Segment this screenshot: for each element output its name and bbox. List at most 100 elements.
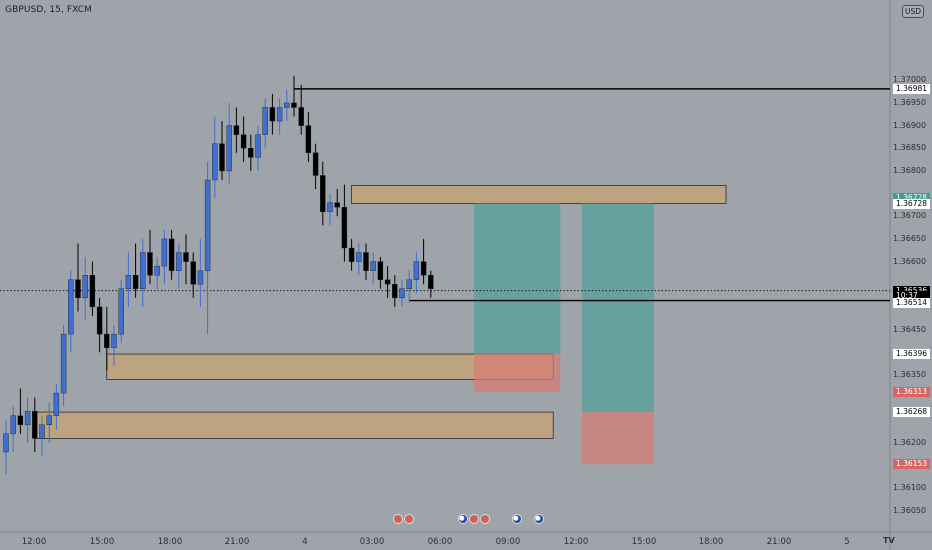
- candle-body: [305, 125, 312, 153]
- price-tag: 1.36981: [893, 83, 930, 94]
- candle-body: [176, 252, 182, 271]
- candle-body: [111, 333, 117, 348]
- candle-body: [341, 206, 348, 249]
- price-tag: 10:37: [893, 290, 930, 301]
- candle-body: [291, 102, 297, 108]
- candle-body: [248, 148, 254, 158]
- price-axis-label: 1.36650: [893, 233, 927, 243]
- candle-body: [219, 143, 225, 172]
- position-target-area: [582, 203, 654, 413]
- price-axis-label: 1.36100: [893, 483, 927, 493]
- price-axis-label: 1.36200: [893, 437, 927, 447]
- candle-body: [392, 284, 398, 299]
- price-tag: 1.36728: [893, 193, 930, 204]
- candle-body: [269, 107, 276, 122]
- candle-body: [3, 433, 9, 453]
- candle-body: [377, 261, 384, 280]
- candle-body: [428, 275, 434, 290]
- symbol-title[interactable]: GBPUSD, 15, FXCM: [5, 5, 93, 15]
- candle-body: [370, 261, 376, 271]
- candle-body: [46, 415, 52, 426]
- candle-body: [10, 415, 16, 435]
- candle-body: [284, 102, 290, 108]
- price-tag: 1.36396: [893, 349, 930, 360]
- price-tag: 1.36153: [893, 459, 930, 470]
- us-flag-icon[interactable]: [533, 514, 544, 524]
- supply-demand-zone: [351, 185, 727, 204]
- price-axis-label: 1.36700: [893, 211, 927, 221]
- candle-body: [327, 202, 333, 212]
- candle-body: [226, 125, 232, 172]
- candle-body: [413, 261, 420, 280]
- time-axis-label: 06:00: [427, 537, 453, 547]
- candle-body: [60, 333, 67, 394]
- price-axis-label: 1.36800: [893, 165, 927, 175]
- candle-body: [212, 143, 218, 181]
- candle-body: [68, 279, 74, 335]
- position-target-area: [474, 203, 561, 355]
- candle-body: [384, 279, 391, 285]
- uk-flag-icon[interactable]: [393, 514, 404, 524]
- price-axis-label: 1.36350: [893, 369, 927, 379]
- candle-body: [75, 279, 81, 299]
- time-axis-label: 18:00: [698, 537, 724, 547]
- price-axis-label: 1.36450: [893, 324, 927, 334]
- candle-body: [39, 424, 45, 439]
- time-axis-label: 03:00: [359, 537, 385, 547]
- candle-body: [132, 275, 139, 290]
- candle-body: [17, 415, 24, 426]
- candle-body: [89, 275, 96, 308]
- time-axis-label: 12:00: [21, 537, 47, 547]
- plot-background: [0, 0, 890, 532]
- candle-body: [420, 261, 427, 276]
- time-axis-label: 12:00: [563, 537, 589, 547]
- us-flag-icon[interactable]: [458, 514, 469, 524]
- price-tag: 1.36514: [893, 298, 930, 309]
- candle-body: [104, 333, 110, 348]
- candle-body: [96, 306, 103, 335]
- candle-body: [82, 275, 88, 299]
- candle-body: [147, 252, 153, 276]
- candle-body: [161, 238, 168, 267]
- candle-body: [406, 279, 412, 290]
- candle-body: [298, 107, 304, 126]
- candle-body: [24, 411, 31, 426]
- price-tag: 1.36728: [893, 198, 930, 209]
- candle-body: [334, 202, 340, 208]
- uk-flag-icon[interactable]: [469, 514, 479, 524]
- tradingview-logo[interactable]: TV: [883, 536, 895, 545]
- currency-button[interactable]: USD: [902, 5, 924, 18]
- candle-body: [53, 392, 60, 416]
- position-stop-area: [582, 412, 654, 465]
- candle-body: [255, 134, 261, 158]
- candle-body: [197, 270, 204, 285]
- candle-body: [204, 179, 211, 271]
- price-axis-label: 1.36950: [893, 97, 927, 107]
- candle-body: [312, 152, 319, 176]
- candle-body: [276, 107, 283, 122]
- time-axis-label: 15:00: [631, 537, 657, 547]
- candle-body: [183, 252, 189, 262]
- uk-flag-icon[interactable]: [479, 514, 490, 524]
- supply-demand-zone: [34, 411, 554, 439]
- price-tag: 1.36313: [893, 386, 930, 397]
- candle-body: [348, 247, 355, 262]
- candle-body: [118, 288, 124, 335]
- candle-body: [233, 125, 240, 135]
- candle-body: [32, 411, 38, 439]
- candle-body: [190, 261, 196, 285]
- time-axis-label: 4: [302, 537, 308, 547]
- uk-flag-icon[interactable]: [404, 514, 415, 524]
- candle-body: [125, 275, 132, 290]
- candle-body: [262, 107, 268, 135]
- time-axis-label: 21:00: [766, 537, 792, 547]
- us-flag-icon[interactable]: [512, 514, 523, 524]
- candle-body: [154, 265, 160, 276]
- price-axis-label: 1.36850: [893, 143, 927, 153]
- price-axis-label: 1.36050: [893, 505, 927, 515]
- candle-body: [399, 288, 405, 299]
- time-axis-label: 5: [844, 537, 850, 547]
- candle-body: [356, 252, 362, 262]
